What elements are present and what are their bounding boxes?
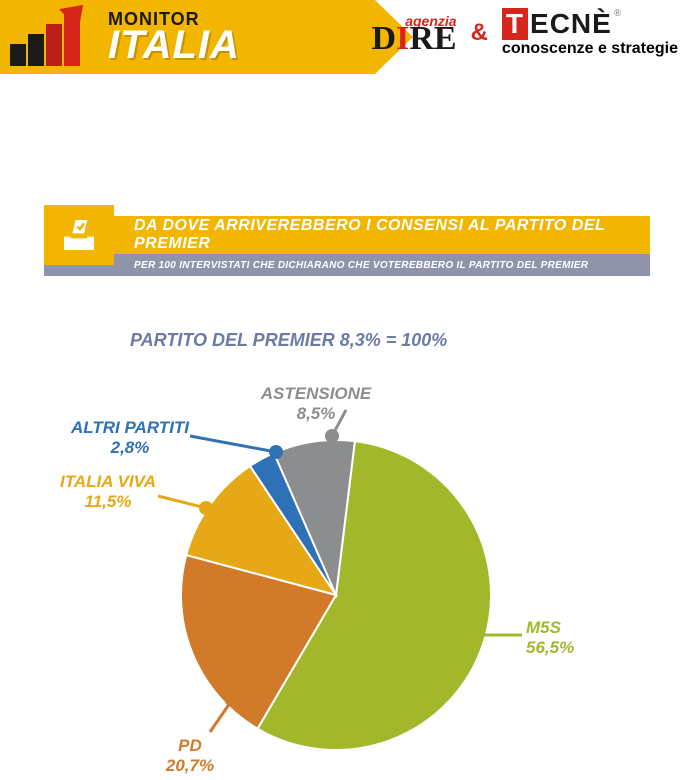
callout-value: 11,5% bbox=[60, 492, 156, 512]
callout-value: 56,5% bbox=[526, 638, 574, 658]
callout-value: 20,7% bbox=[166, 756, 214, 776]
section-title: DA DOVE ARRIVEREBBERO I CONSENSI AL PART… bbox=[134, 217, 650, 253]
callout-label: ASTENSIONE bbox=[261, 384, 372, 404]
callout-m5s: M5S56,5% bbox=[526, 618, 574, 657]
header: MONITOR ITALIA agenzia DIRE & TECNÈ® con… bbox=[0, 0, 692, 78]
sponsor-tecne: TECNÈ® conoscenze e strategie bbox=[502, 8, 678, 58]
chart-title: PARTITO DEL PREMIER 8,3% = 100% bbox=[130, 330, 447, 351]
bars-arrow-logo-icon bbox=[10, 8, 100, 66]
callout-astensione: ASTENSIONE8,5% bbox=[261, 384, 372, 423]
monitor-italia-banner: MONITOR ITALIA bbox=[0, 0, 375, 74]
tecne-tagline: conoscenze e strategie bbox=[502, 40, 678, 58]
callout-value: 8,5% bbox=[261, 404, 372, 424]
callout-label: PD bbox=[166, 736, 214, 756]
section-subtitle: PER 100 INTERVISTATI CHE DICHIARANO CHE … bbox=[134, 260, 588, 271]
callout-label: ITALIA VIVA bbox=[60, 472, 156, 492]
callout-value: 2,8% bbox=[71, 438, 189, 458]
pie-svg bbox=[156, 410, 516, 780]
section-header: DA DOVE ARRIVEREBBERO I CONSENSI AL PART… bbox=[44, 216, 650, 276]
pie-chart: M5S56,5% PD20,7% ITALIA VIVA11,5% ALTRI PAR… bbox=[0, 380, 692, 780]
banner-bottom-text: ITALIA bbox=[108, 27, 240, 63]
ballot-box-icon bbox=[44, 205, 114, 265]
sponsor-dire: agenzia DIRE bbox=[372, 13, 457, 54]
callout-label: ALTRI PARTITI bbox=[71, 418, 189, 438]
sponsor-row: agenzia DIRE & TECNÈ® conoscenze e strat… bbox=[372, 8, 678, 58]
callout-pd: PD20,7% bbox=[166, 736, 214, 775]
callout-altri-partiti: ALTRI PARTITI2,8% bbox=[71, 418, 189, 457]
callout-label: M5S bbox=[526, 618, 574, 638]
callout-italia-viva: ITALIA VIVA11,5% bbox=[60, 472, 156, 511]
sponsor-ampersand: & bbox=[471, 19, 488, 47]
